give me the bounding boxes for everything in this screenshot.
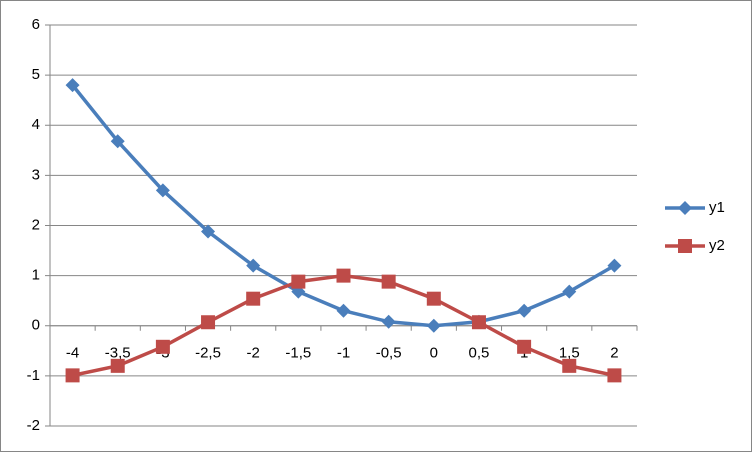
x-tick-label: -2: [247, 345, 260, 362]
data-point: [65, 78, 80, 93]
x-tick-label: 0,5: [469, 345, 490, 362]
data-point: [291, 274, 306, 289]
y-tick-label: 4: [32, 116, 40, 133]
data-point: [246, 291, 261, 306]
y-tick-label: 6: [32, 16, 40, 33]
data-point: [201, 315, 216, 330]
data-point: [426, 318, 441, 333]
data-point: [336, 303, 351, 318]
data-point: [201, 224, 216, 239]
x-tick-label: -3,5: [105, 345, 131, 362]
legend-label: y2: [709, 237, 725, 254]
legend-label: y1: [709, 199, 725, 216]
data-point: [155, 339, 170, 354]
data-point: [607, 258, 622, 273]
y-tick-label: 0: [32, 317, 40, 334]
data-point: [65, 368, 80, 383]
data-point: [426, 291, 441, 306]
x-tick-label: 2: [610, 345, 618, 362]
x-tick-label: -1,5: [285, 345, 311, 362]
data-point: [517, 339, 532, 354]
x-tick-label: -2,5: [195, 345, 221, 362]
data-point: [381, 274, 396, 289]
data-point: [517, 303, 532, 318]
legend-marker: [678, 201, 692, 215]
data-point: [110, 134, 125, 149]
data-point: [110, 358, 125, 373]
x-tick-label: 1,5: [559, 345, 580, 362]
y-tick-label: 1: [32, 267, 40, 284]
y-tick-label: 5: [32, 66, 40, 83]
y-tick-label: 2: [32, 216, 40, 233]
data-point: [562, 284, 577, 299]
data-point: [155, 183, 170, 198]
data-point: [607, 368, 622, 383]
legend-marker: [678, 239, 692, 253]
x-tick-label: 0: [430, 345, 438, 362]
data-point: [381, 314, 396, 329]
data-point: [246, 258, 261, 273]
data-point: [471, 315, 486, 330]
data-point: [562, 358, 577, 373]
x-tick-label: -0,5: [376, 345, 402, 362]
y-tick-label: -1: [27, 367, 40, 384]
data-point: [336, 268, 351, 283]
y-tick-label: -2: [27, 417, 40, 434]
x-tick-label: -4: [66, 345, 79, 362]
x-tick-label: -1: [337, 345, 350, 362]
y-tick-label: 3: [32, 166, 40, 183]
